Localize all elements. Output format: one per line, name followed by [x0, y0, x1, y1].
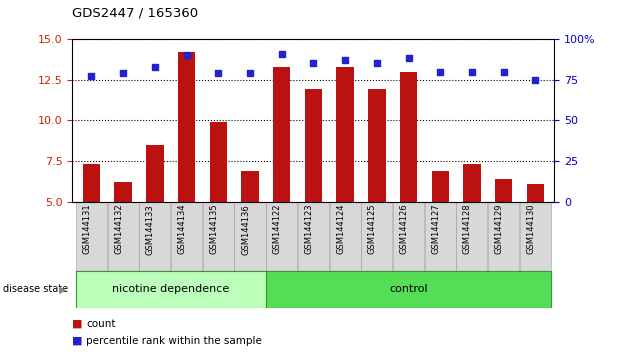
- FancyBboxPatch shape: [456, 202, 488, 271]
- FancyBboxPatch shape: [393, 202, 424, 271]
- Text: GSM144135: GSM144135: [209, 204, 219, 255]
- Point: [150, 64, 160, 69]
- Bar: [115, 182, 132, 202]
- Point: [118, 70, 129, 76]
- Text: GSM144136: GSM144136: [241, 204, 250, 255]
- Point: [372, 61, 382, 66]
- Text: disease state: disease state: [3, 284, 68, 295]
- FancyBboxPatch shape: [361, 202, 392, 271]
- Bar: [368, 90, 386, 202]
- Bar: [527, 184, 544, 202]
- Point: [530, 77, 541, 82]
- FancyBboxPatch shape: [234, 202, 266, 271]
- Bar: [305, 90, 322, 202]
- Bar: [400, 72, 417, 202]
- FancyBboxPatch shape: [298, 202, 329, 271]
- Point: [340, 57, 350, 63]
- Text: count: count: [86, 319, 116, 329]
- Text: GSM144126: GSM144126: [399, 204, 408, 255]
- Text: GSM144122: GSM144122: [273, 204, 282, 255]
- Point: [245, 70, 255, 76]
- Point: [214, 70, 224, 76]
- Point: [403, 56, 413, 61]
- Text: ■: ■: [72, 336, 83, 346]
- Bar: [210, 122, 227, 202]
- Text: ▶: ▶: [59, 284, 66, 295]
- Bar: [83, 164, 100, 202]
- Text: GSM144134: GSM144134: [178, 204, 186, 255]
- FancyBboxPatch shape: [108, 202, 139, 271]
- Text: GSM144130: GSM144130: [527, 204, 536, 255]
- Text: control: control: [389, 284, 428, 295]
- Text: GSM144131: GSM144131: [83, 204, 91, 255]
- Bar: [432, 171, 449, 202]
- Text: GSM144129: GSM144129: [495, 204, 503, 255]
- FancyBboxPatch shape: [139, 202, 171, 271]
- Point: [181, 52, 192, 58]
- FancyBboxPatch shape: [266, 271, 551, 308]
- Point: [435, 69, 445, 74]
- FancyBboxPatch shape: [171, 202, 202, 271]
- Text: GSM144133: GSM144133: [146, 204, 155, 255]
- Bar: [273, 67, 290, 202]
- FancyBboxPatch shape: [488, 202, 519, 271]
- Bar: [178, 52, 195, 202]
- Bar: [241, 171, 259, 202]
- Point: [308, 61, 318, 66]
- Text: GSM144128: GSM144128: [463, 204, 472, 255]
- Bar: [336, 67, 354, 202]
- Point: [86, 74, 96, 79]
- Bar: [146, 145, 164, 202]
- Text: ■: ■: [72, 319, 83, 329]
- Text: GSM144132: GSM144132: [114, 204, 123, 255]
- FancyBboxPatch shape: [76, 271, 266, 308]
- Text: GDS2447 / 165360: GDS2447 / 165360: [72, 6, 198, 19]
- FancyBboxPatch shape: [203, 202, 234, 271]
- Point: [498, 69, 508, 74]
- Bar: [463, 164, 481, 202]
- Text: nicotine dependence: nicotine dependence: [112, 284, 229, 295]
- Text: GSM144124: GSM144124: [336, 204, 345, 255]
- Text: GSM144123: GSM144123: [304, 204, 313, 255]
- Text: percentile rank within the sample: percentile rank within the sample: [86, 336, 262, 346]
- Text: GSM144125: GSM144125: [368, 204, 377, 255]
- Text: GSM144127: GSM144127: [432, 204, 440, 255]
- FancyBboxPatch shape: [266, 202, 297, 271]
- FancyBboxPatch shape: [520, 202, 551, 271]
- Bar: [495, 179, 512, 202]
- FancyBboxPatch shape: [76, 202, 107, 271]
- Point: [277, 51, 287, 56]
- FancyBboxPatch shape: [425, 202, 455, 271]
- Point: [467, 69, 477, 74]
- FancyBboxPatch shape: [329, 202, 360, 271]
